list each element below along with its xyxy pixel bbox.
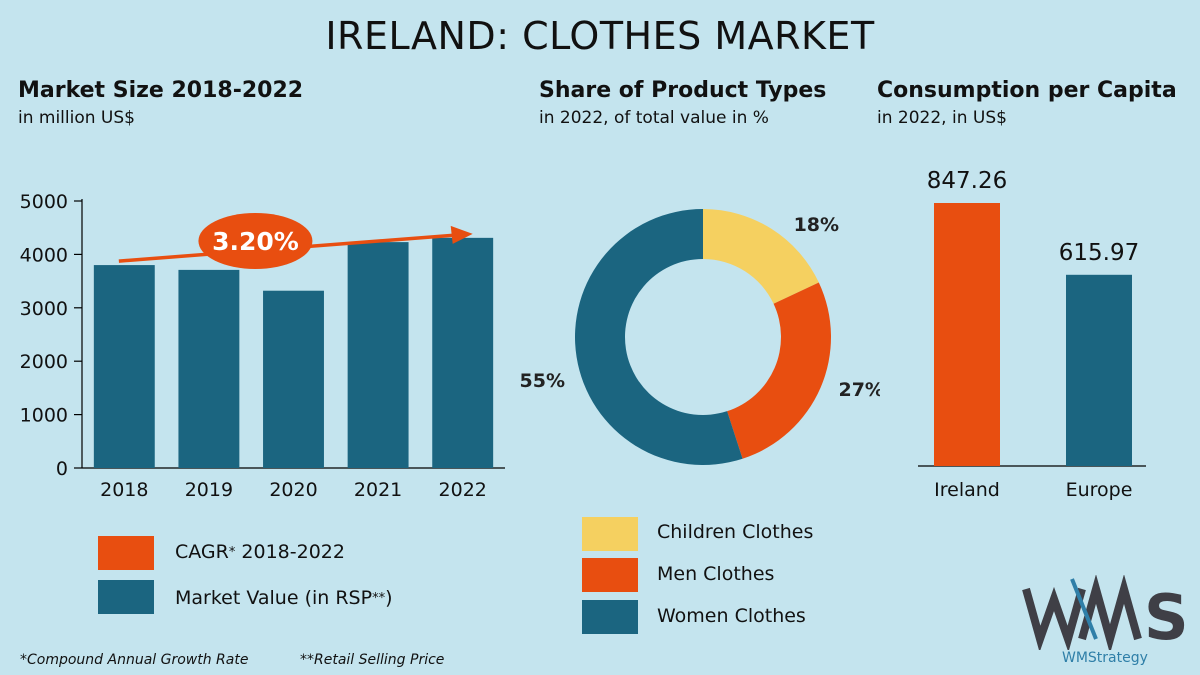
consumption-per-capita-chart: 847.26 Ireland 615.97 Europe <box>918 168 1146 501</box>
donut-slice-men-clothes <box>727 282 831 459</box>
legend-cagr-mark: * <box>228 545 236 560</box>
share-subtitle: in 2022, of total value in % <box>539 108 769 128</box>
wms-logo: S <box>1022 575 1189 650</box>
bar-ireland <box>934 203 1000 466</box>
x-label-europe: Europe <box>1066 479 1133 501</box>
logo-brand-name: WMStrategy <box>1062 650 1148 666</box>
legend-label-market-value: Market Value (in RSP**) <box>175 587 392 609</box>
y-tick-label-5: 5000 <box>20 191 68 213</box>
market-size-subtitle: in million US$ <box>18 108 135 128</box>
legend-label-women: Women Clothes <box>657 605 806 627</box>
x-tick-label-2022: 2022 <box>439 479 487 501</box>
product-share-donut-chart: 18% 27% 55% <box>520 209 880 465</box>
legend-swatch-men <box>582 558 638 592</box>
y-tick-label-1: 1000 <box>20 405 68 427</box>
bar-europe <box>1066 274 1132 466</box>
y-tick-label-0: 0 <box>56 458 68 480</box>
legend-value-text: Market Value (in RSP <box>175 587 373 609</box>
logo-s-letter: S <box>1144 581 1189 650</box>
legend-value-mark: ** <box>372 591 386 606</box>
legend-label-men: Men Clothes <box>657 563 775 585</box>
capita-title: Consumption per Capita <box>877 78 1177 103</box>
logo-w-shape <box>1022 586 1086 650</box>
x-label-ireland: Ireland <box>934 479 1000 501</box>
cagr-value-label: 3.20% <box>212 227 299 256</box>
bar-2019 <box>178 269 240 468</box>
y-tick-label-3: 3000 <box>20 298 68 320</box>
x-tick-label-2018: 2018 <box>100 479 148 501</box>
donut-label-2: 55% <box>520 370 565 392</box>
logo-accent-line <box>1070 578 1098 640</box>
value-label-ireland: 847.26 <box>927 168 1007 194</box>
legend-label-cagr: CAGR* 2018-2022 <box>175 541 345 563</box>
bar-2018 <box>93 265 155 468</box>
bar-2020 <box>263 290 324 468</box>
cagr-arrowhead <box>450 225 473 244</box>
donut-slice-women-clothes <box>574 209 743 465</box>
footnote-cagr: *Compound Annual Growth Rate <box>20 652 249 668</box>
legend-label-children: Children Clothes <box>657 521 814 543</box>
capita-subtitle: in 2022, in US$ <box>877 108 1007 128</box>
x-tick-label-2021: 2021 <box>354 479 402 501</box>
legend-value-close: ) <box>385 587 393 609</box>
legend-cagr-text: CAGR <box>175 541 229 563</box>
legend-cagr-period: 2018-2022 <box>235 541 345 563</box>
y-tick-label-2: 2000 <box>20 351 68 373</box>
share-title: Share of Product Types <box>539 78 827 103</box>
donut-label-1: 27% <box>838 379 880 401</box>
y-tick-label-4: 4000 <box>20 244 68 266</box>
market-size-title: Market Size 2018-2022 <box>18 78 304 103</box>
donut-label-0: 18% <box>794 214 839 236</box>
donut-slice-children-clothes <box>703 209 819 304</box>
x-tick-label-2020: 2020 <box>269 479 317 501</box>
bar-2022 <box>432 237 494 468</box>
market-size-chart: 0 1000 2000 3000 4000 5000 2018 2019 2020 2021 202… <box>20 191 505 501</box>
footnote-rsp: **Retail Selling Price <box>300 652 445 668</box>
legend-swatch-women <box>582 600 638 634</box>
legend-swatch-cagr <box>98 536 154 570</box>
legend-swatch-children <box>582 517 638 551</box>
logo-m-shape <box>1078 575 1142 650</box>
x-tick-label-2019: 2019 <box>185 479 233 501</box>
legend-swatch-market-value <box>98 580 154 614</box>
bar-2021 <box>347 242 409 468</box>
cagr-badge <box>198 213 313 269</box>
value-label-europe: 615.97 <box>1059 240 1139 266</box>
page-title: IRELAND: CLOTHES MARKET <box>325 14 875 58</box>
